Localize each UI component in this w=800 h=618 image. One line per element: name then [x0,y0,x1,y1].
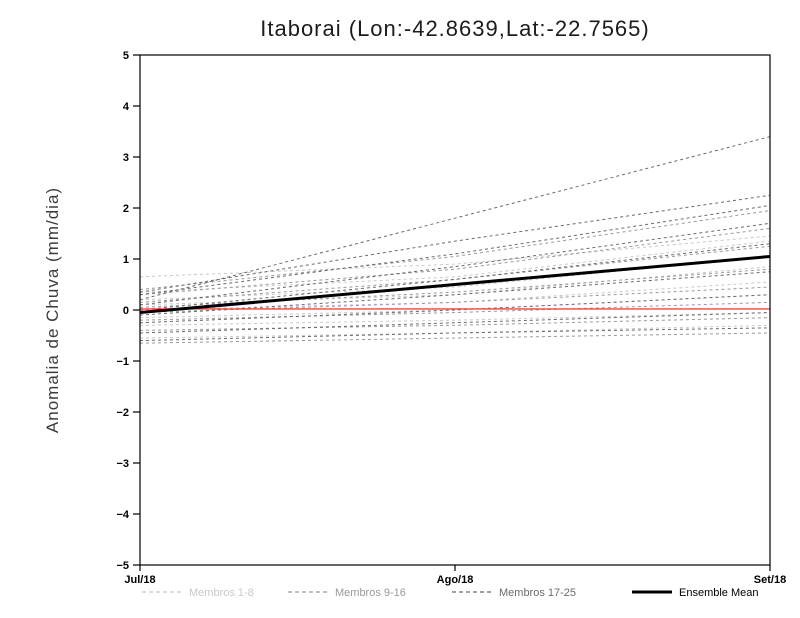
y-tick-label: −2 [116,407,129,419]
member-line [139,210,771,291]
legend-label: Membros 9-16 [335,587,406,599]
x-tick-label: Jul/18 [124,574,155,586]
y-tick-label: 4 [123,101,130,113]
x-tick-label: Set/18 [754,574,786,586]
legend-label: Membros 1-8 [189,587,254,599]
member-line [139,317,771,331]
y-tick-label: 5 [123,50,129,62]
member-line [139,324,771,339]
chart-title: Itaborai (Lon:-42.8639,Lat:-22.7565) [260,16,650,41]
x-tick-label: Ago/18 [437,574,474,586]
y-tick-label: 1 [123,254,129,266]
ensemble-mean-line [139,254,771,315]
legend-label: Ensemble Mean [679,587,759,599]
member-line [139,243,771,311]
y-tick-label: 2 [123,203,129,215]
member-line [139,255,771,301]
y-tick-label: 0 [123,305,129,317]
member-line [139,194,771,293]
y-tick-label: 3 [123,152,129,164]
legend-label: Membros 17-25 [499,587,576,599]
member-line [139,222,771,306]
member-line [139,312,771,334]
member-line [139,235,771,278]
y-tick-label: −1 [116,356,129,368]
plot-frame [139,54,771,566]
member-line [139,312,771,326]
y-tick-label: −4 [116,509,129,521]
member-line [139,245,771,303]
member-line [139,332,771,344]
member-line [139,204,771,296]
y-tick-label: −5 [116,560,129,572]
member-line [139,294,771,319]
member-line [139,136,771,301]
y-tick-label: −3 [116,458,129,470]
